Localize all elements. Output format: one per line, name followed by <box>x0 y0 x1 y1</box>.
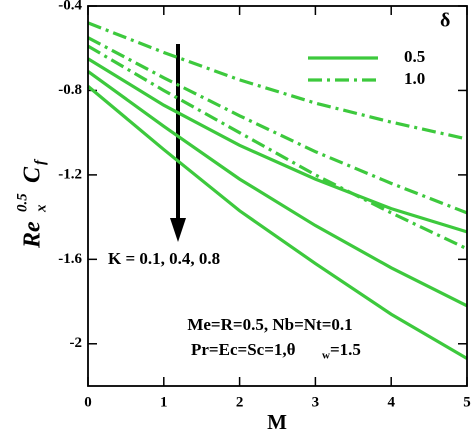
x-tick-label: 3 <box>312 394 320 410</box>
x-axis-label: M <box>267 410 287 434</box>
legend-label: 0.5 <box>404 47 425 66</box>
data-line <box>86 84 468 360</box>
y-tick-label: -2 <box>70 335 83 351</box>
y-label-sup: 0.5 <box>14 193 30 212</box>
y-tick-label: -0.4 <box>58 0 82 13</box>
data-line <box>87 21 468 141</box>
annotation: Me=R=0.5, Nb=Nt=0.1 <box>187 315 352 334</box>
y-label-sub: f <box>32 158 48 165</box>
arrow-head <box>170 218 186 242</box>
legend-label: 1.0 <box>404 69 425 88</box>
data-line <box>87 70 468 308</box>
data-line <box>87 44 468 251</box>
x-tick-label: 0 <box>84 394 92 410</box>
plot-frame <box>87 5 468 387</box>
y-label-part: Re <box>20 221 46 249</box>
y-label-part: C <box>20 166 46 183</box>
y-tick-label: -1.6 <box>58 251 82 267</box>
x-tick-label: 1 <box>160 394 168 410</box>
y-tick-label: -1.2 <box>58 166 82 182</box>
annotation: K = 0.1, 0.4, 0.8 <box>108 249 220 268</box>
x-tick-label: 4 <box>387 394 395 410</box>
annotation-sub: w <box>322 350 330 362</box>
data-line <box>87 57 468 234</box>
x-tick-label: 5 <box>463 394 471 410</box>
y-axis-label: Re x 0.5 C f <box>14 158 49 249</box>
x-tick-label: 2 <box>236 394 244 410</box>
annotation: =1.5 <box>330 340 361 359</box>
y-label-sub: x <box>33 204 49 213</box>
legend-title: δ <box>440 10 450 32</box>
y-tick-label: -0.8 <box>58 82 82 98</box>
annotation: Pr=Ec=Sc=1,θ <box>191 340 296 359</box>
